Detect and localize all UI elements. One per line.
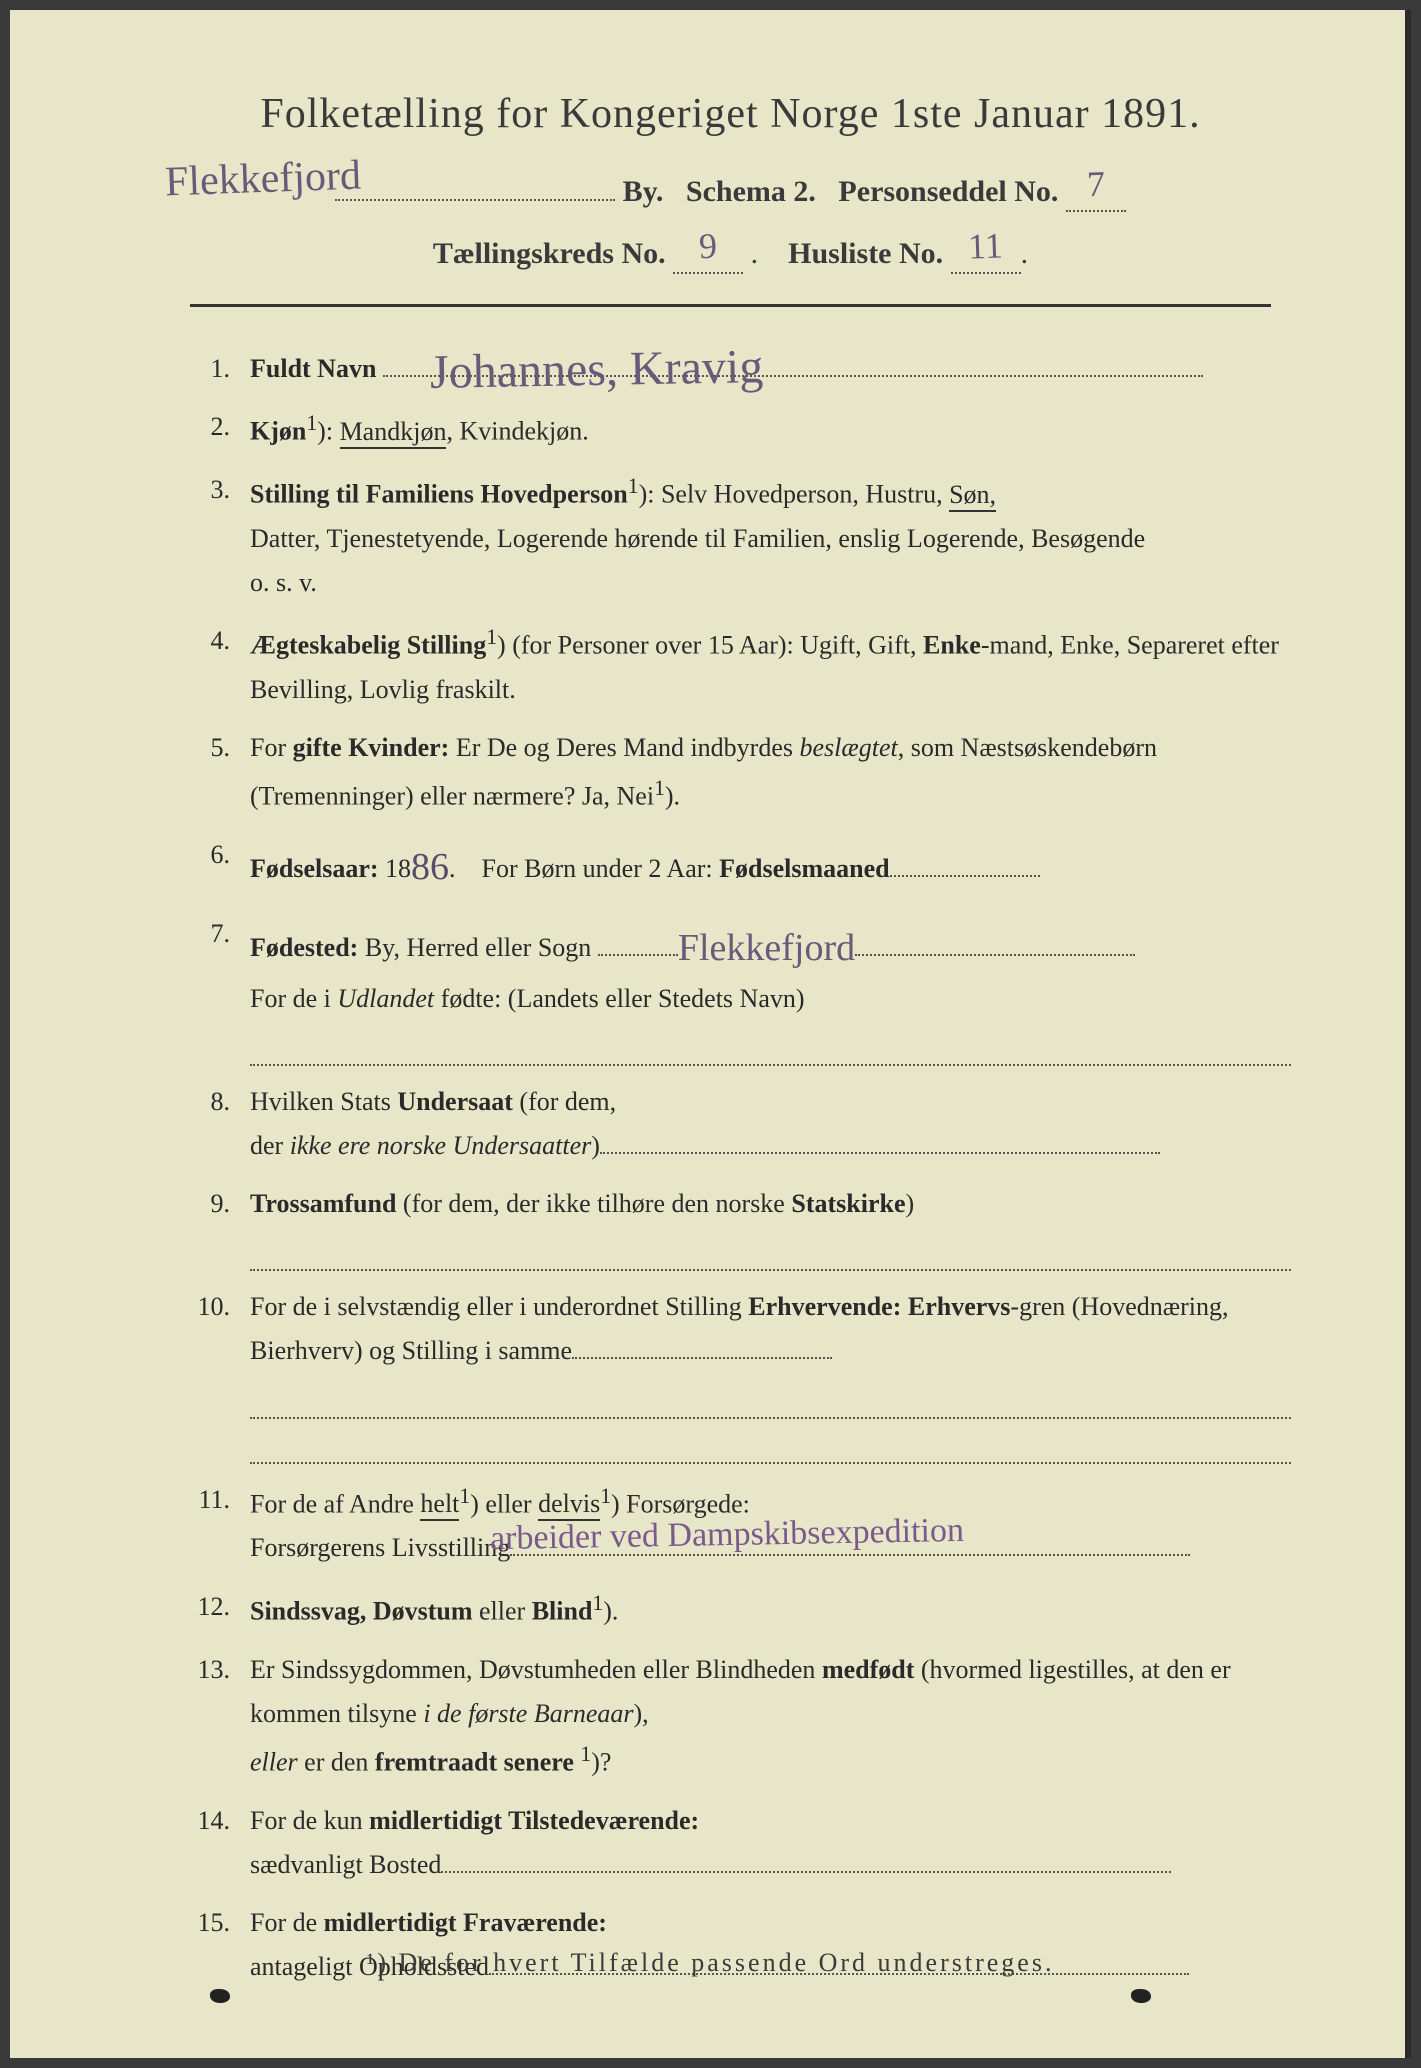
- subheader-line-1: By. Schema 2. Personseddel No. 7: [150, 168, 1311, 212]
- item-number: 14.: [190, 1799, 250, 1887]
- field-label: Stilling til Familiens Hovedperson: [250, 480, 628, 509]
- item-number: 13.: [190, 1648, 250, 1785]
- item-5: 5. For gifte Kvinder: Er De og Deres Man…: [190, 726, 1291, 819]
- item-number: 8.: [190, 1080, 250, 1168]
- item-number: 11.: [190, 1478, 250, 1571]
- item-14: 14. For de kun midlertidigt Tilstedevære…: [190, 1799, 1291, 1887]
- schema-label: Schema 2.: [686, 175, 816, 208]
- census-form-page: Folketælling for Kongeriget Norge 1ste J…: [10, 10, 1411, 2058]
- item-number: 4.: [190, 619, 250, 712]
- subheader-line-2: Tællingskreds No. 9 . Husliste No. 11.: [150, 230, 1311, 274]
- item-number: 1.: [190, 347, 250, 391]
- ink-mark: [210, 1989, 230, 2003]
- item-8: 8. Hvilken Stats Undersaat (for dem, der…: [190, 1080, 1291, 1168]
- personseddel-label: Personseddel No.: [838, 175, 1058, 208]
- option-selected: Mandkjøn: [340, 417, 447, 449]
- form-title: Folketælling for Kongeriget Norge 1ste J…: [150, 90, 1311, 138]
- item-4: 4. Ægteskabelig Stilling1) (for Personer…: [190, 619, 1291, 712]
- item-10: 10. For de i selvstændig eller i underor…: [190, 1285, 1291, 1463]
- item-3: 3. Stilling til Familiens Hovedperson1):…: [190, 468, 1291, 605]
- husliste-no: 11: [968, 224, 1004, 267]
- kreds-label: Tællingskreds No.: [433, 237, 666, 270]
- occupation-handwritten: arbeider ved Dampskibsexpedition: [490, 1501, 965, 1567]
- item-11: 11. For de af Andre helt1) eller delvis1…: [190, 1478, 1291, 1571]
- item-9: 9. Trossamfund (for dem, der ikke tilhør…: [190, 1182, 1291, 1271]
- husliste-label: Husliste No.: [788, 237, 943, 270]
- field-label: Kjøn: [250, 417, 306, 446]
- item-number: 5.: [190, 726, 250, 819]
- ink-mark: [1131, 1989, 1151, 2003]
- item-number: 7.: [190, 912, 250, 1066]
- name-handwritten: Johannes, Kravig: [429, 326, 764, 413]
- item-number: 12.: [190, 1585, 250, 1634]
- form-body: 1. Fuldt Navn Johannes, Kravig 2. Kjøn1)…: [150, 347, 1311, 1989]
- field-label: Fødselsaar:: [250, 854, 379, 883]
- birthyear-handwritten: 86: [411, 846, 449, 888]
- field-label: Fuldt Navn: [250, 354, 376, 383]
- item-1: 1. Fuldt Navn Johannes, Kravig: [190, 347, 1291, 391]
- option-selected: Søn,: [949, 480, 996, 512]
- item-7: 7. Fødested: By, Herred eller Sogn Flekk…: [190, 912, 1291, 1066]
- form-footnote: ¹) De for hvert Tilfælde passende Ord un…: [10, 1948, 1411, 1978]
- item-2: 2. Kjøn1): Mandkjøn, Kvindekjøn.: [190, 405, 1291, 454]
- by-label: By.: [623, 175, 664, 208]
- item-number: 2.: [190, 405, 250, 454]
- item-12: 12. Sindssvag, Døvstum eller Blind1).: [190, 1585, 1291, 1634]
- field-label: Fødested:: [250, 933, 358, 962]
- item-number: 10.: [190, 1285, 250, 1463]
- personseddel-no: 7: [1086, 163, 1105, 206]
- form-header: Folketælling for Kongeriget Norge 1ste J…: [150, 90, 1311, 274]
- item-13: 13. Er Sindssygdommen, Døvstumheden elle…: [190, 1648, 1291, 1785]
- option: Kvindekjøn.: [459, 417, 588, 446]
- header-divider: [190, 304, 1271, 307]
- item-number: 9.: [190, 1182, 250, 1271]
- item-6: 6. Fødselsaar: 1886. For Børn under 2 Aa…: [190, 833, 1291, 898]
- item-number: 3.: [190, 468, 250, 605]
- birthplace-handwritten: Flekkefjord: [678, 927, 855, 969]
- field-label: Ægteskabelig Stilling: [250, 631, 486, 660]
- item-number: 6.: [190, 833, 250, 898]
- kreds-no: 9: [698, 225, 717, 268]
